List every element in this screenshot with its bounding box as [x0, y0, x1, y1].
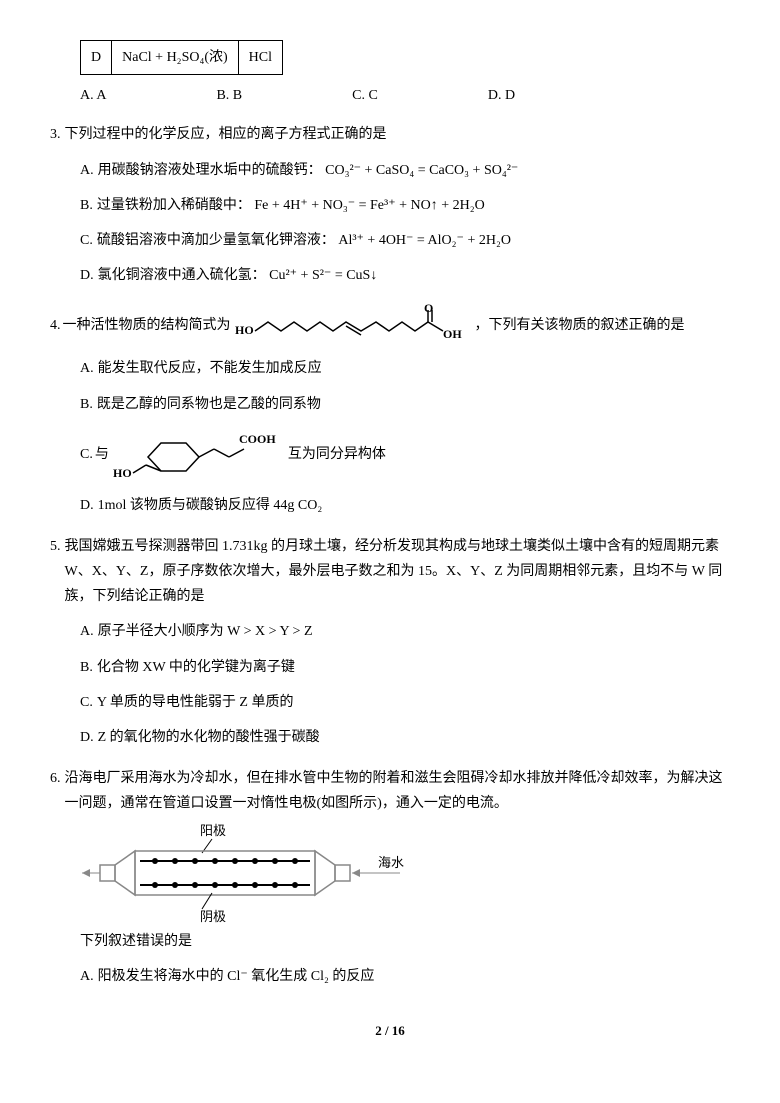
q4-number: 4. [50, 313, 61, 338]
q5-b-label: B. [80, 655, 93, 680]
svg-text:O: O [424, 304, 433, 315]
cathode-label: 阴极 [200, 909, 226, 923]
q4-b-body: 既是乙醇的同系物也是乙酸的同系物 [97, 392, 730, 417]
q4-a-label: A. [80, 356, 94, 381]
q5-a-body: 原子半径大小顺序为 W > X > Y > Z [98, 619, 730, 644]
svg-text:HO: HO [113, 466, 132, 480]
q6-a-body: 阳极发生将海水中的 Cl⁻ 氧化生成 Cl₂ 的反应 [98, 964, 730, 989]
q3-a-label: A. [80, 158, 94, 183]
q4-stem-post: ，下列有关该物质的叙述正确的是 [475, 313, 685, 338]
molecule-main-icon: HO O OH [233, 304, 473, 346]
q6-a-label: A. [80, 964, 94, 989]
answer-choices: A. A B. B C. C D. D [80, 83, 730, 108]
q5-b-body: 化合物 XW 中的化学键为离子键 [97, 655, 730, 680]
q3-d-body: 氯化铜溶液中通入硫化氢： Cu²⁺ + S²⁻ = CuS↓ [98, 263, 730, 288]
q3-b-body: 过量铁粉加入稀硝酸中： Fe + 4H⁺ + NO₃⁻ = Fe³⁺ + NO↑… [97, 193, 730, 218]
water-label: 海水 [378, 855, 404, 870]
q5-number: 5. [50, 534, 61, 610]
question-3: 3. 下列过程中的化学反应，相应的离子方程式正确的是 A. 用碳酸钠溶液处理水垢… [50, 122, 730, 288]
cell-formula: NaCl + H₂SO₄(浓) [112, 41, 239, 75]
cell-hcl: HCl [238, 41, 282, 75]
question-6: 6. 沿海电厂采用海水为冷却水，但在排水管中生物的附着和滋生会阻碍冷却水排放并降… [50, 766, 730, 989]
q3-c-label: C. [80, 228, 93, 253]
page-number: 2 / 16 [50, 1019, 730, 1042]
q6-number: 6. [50, 766, 61, 816]
q3-stem: 下列过程中的化学反应，相应的离子方程式正确的是 [65, 122, 731, 147]
question-5: 5. 我国嫦娥五号探测器带回 1.731kg 的月球土壤，经分析发现其构成与地球… [50, 534, 730, 750]
q6-post: 下列叙述错误的是 [80, 929, 730, 954]
q4-stem-pre: 一种活性物质的结构简式为 [63, 313, 231, 338]
q5-c-label: C. [80, 690, 93, 715]
svg-text:COOH: COOH [239, 432, 276, 446]
q4-c-post: 互为同分异构体 [288, 442, 386, 467]
q4-c-pre: 与 [95, 442, 109, 467]
q5-d-label: D. [80, 725, 94, 750]
choice-c: C. C [352, 83, 378, 108]
q3-number: 3. [50, 122, 61, 147]
choice-b: B. B [216, 83, 242, 108]
q4-d-body: 1mol 该物质与碳酸钠反应得 44g CO₂ [98, 493, 730, 518]
q3-c-body: 硫酸铝溶液中滴加少量氢氧化钾溶液： Al³⁺ + 4OH⁻ = AlO₂⁻ + … [97, 228, 730, 253]
svg-text:OH: OH [443, 327, 462, 341]
anode-label: 阳极 [200, 823, 226, 838]
q5-a-label: A. [80, 619, 94, 644]
choice-d: D. D [488, 83, 515, 108]
svg-text:HO: HO [235, 323, 254, 337]
q4-c-label: C. [80, 442, 93, 467]
q3-d-label: D. [80, 263, 94, 288]
electrode-diagram: 阳极 海水 [80, 823, 730, 923]
q3-a-body: 用碳酸钠溶液处理水垢中的硫酸钙： CO₃²⁻ + CaSO₄ = CaCO₃ +… [98, 158, 730, 183]
choice-a: A. A [80, 83, 106, 108]
q5-stem: 我国嫦娥五号探测器带回 1.731kg 的月球土壤，经分析发现其构成与地球土壤类… [65, 534, 731, 610]
q5-c-body: Y 单质的导电性能弱于 Z 单质的 [97, 690, 730, 715]
q6-stem: 沿海电厂采用海水为冷却水，但在排水管中生物的附着和滋生会阻碍冷却水排放并降低冷却… [65, 766, 731, 816]
cell-d: D [81, 41, 112, 75]
q4-d-label: D. [80, 493, 94, 518]
q4-a-body: 能发生取代反应，不能发生加成反应 [98, 356, 730, 381]
q5-d-body: Z 的氧化物的水化物的酸性强于碳酸 [98, 725, 730, 750]
q4-b-label: B. [80, 392, 93, 417]
q3-b-label: B. [80, 193, 93, 218]
table-fragment: D NaCl + H₂SO₄(浓) HCl [80, 40, 730, 75]
table-row: D NaCl + H₂SO₄(浓) HCl [81, 41, 283, 75]
molecule-c-icon: HO COOH [111, 427, 286, 483]
question-4: 4. 一种活性物质的结构简式为 HO O OH ，下列有关该物质的叙述正确的是 … [50, 304, 730, 518]
